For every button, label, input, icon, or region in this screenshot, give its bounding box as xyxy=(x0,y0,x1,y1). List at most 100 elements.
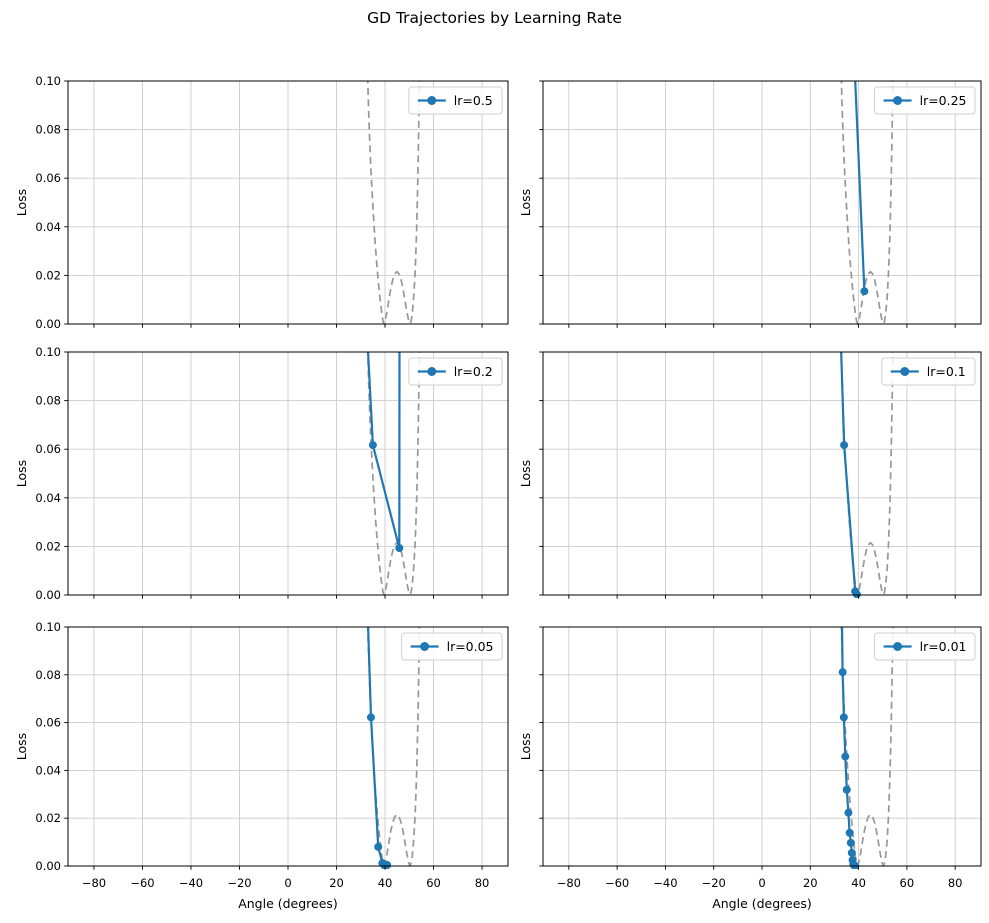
subplot-lr=0.5: 0.00 0.02 0.04 0.06 0.08 0.10 Loss lr=0.5 xyxy=(14,74,509,331)
subplot-lr=0.25: Loss lr=0.25 xyxy=(518,80,982,328)
x-tick-label: 0 xyxy=(758,876,765,890)
trajectory-point xyxy=(366,713,375,722)
legend-box xyxy=(408,357,503,386)
loss-landscape-curve xyxy=(840,352,894,597)
trajectory-point xyxy=(852,590,861,598)
y-tick-label: 0.06 xyxy=(35,442,61,456)
loss-landscape-curve xyxy=(840,81,894,326)
trajectory-point xyxy=(847,848,856,857)
y-tick-label: 0.02 xyxy=(35,811,61,825)
legend-label: lr=0.1 xyxy=(927,364,966,379)
legend-label: lr=0.01 xyxy=(920,639,967,654)
y-axis-label: Loss xyxy=(14,189,29,216)
y-tick-label: 0.00 xyxy=(35,317,61,331)
x-tick-label: −40 xyxy=(179,876,203,890)
trajectory-point xyxy=(838,668,847,677)
y-tick-label: 0.08 xyxy=(35,123,61,137)
y-tick-label: 0.10 xyxy=(35,620,61,634)
y-tick-label: 0.10 xyxy=(35,74,61,88)
legend: lr=0.01 xyxy=(874,632,976,661)
y-tick-label: 0.06 xyxy=(35,716,61,730)
y-axis-label: Loss xyxy=(14,460,29,487)
x-tick-label: 80 xyxy=(475,876,490,890)
x-tick-label: 40 xyxy=(378,876,393,890)
legend-label: lr=0.25 xyxy=(920,93,967,108)
x-tick-label: −80 xyxy=(557,876,581,890)
x-axis-label: Angle (degrees) xyxy=(238,896,338,911)
trajectory-point xyxy=(860,287,869,296)
x-tick-label: 60 xyxy=(426,876,441,890)
x-tick-label: −80 xyxy=(82,876,106,890)
y-axis-label: Loss xyxy=(518,460,533,487)
x-tick-label: −60 xyxy=(605,876,629,890)
legend-marker-sample xyxy=(420,642,430,651)
y-tick-label: 0.08 xyxy=(35,668,61,682)
subplot-lr=0.2: 0.00 0.02 0.04 0.06 0.08 0.10 Loss lr=0.2 xyxy=(14,345,509,602)
legend-label: lr=0.5 xyxy=(454,93,493,108)
loss-landscape-curve xyxy=(366,352,421,597)
x-tick-label: 20 xyxy=(329,876,344,890)
legend-marker-sample xyxy=(427,96,437,105)
legend-box xyxy=(874,86,976,115)
x-tick-label: −20 xyxy=(702,876,726,890)
y-axis-label: Loss xyxy=(518,189,533,216)
y-tick-label: 0.00 xyxy=(35,859,61,873)
legend: lr=0.5 xyxy=(408,86,503,115)
legend: lr=0.2 xyxy=(408,357,503,386)
trajectory-point xyxy=(845,828,854,837)
trajectory-point xyxy=(851,861,860,869)
y-tick-label: 0.02 xyxy=(35,539,61,553)
trajectory-line xyxy=(840,352,858,595)
legend-label: lr=0.05 xyxy=(447,639,494,654)
trajectory-point xyxy=(395,544,404,553)
y-tick-label: 0.06 xyxy=(35,171,61,185)
loss-landscape-curve xyxy=(840,627,894,868)
trajectory-line xyxy=(366,352,401,550)
legend: lr=0.1 xyxy=(881,357,976,386)
trajectory-point xyxy=(842,785,851,794)
x-tick-label: −20 xyxy=(227,876,251,890)
y-tick-label: 0.08 xyxy=(35,394,61,408)
x-tick-label: 60 xyxy=(900,876,915,890)
subplot-lr=0.1: Loss lr=0.1 xyxy=(518,351,982,599)
y-tick-label: 0.04 xyxy=(35,763,61,777)
x-axis-label: Angle (degrees) xyxy=(712,896,812,911)
trajectory-point xyxy=(844,808,853,817)
legend-marker-sample xyxy=(427,367,437,376)
figure-title: GD Trajectories by Learning Rate xyxy=(367,9,622,27)
y-tick-label: 0.00 xyxy=(35,588,61,602)
legend-label: lr=0.2 xyxy=(454,364,493,379)
legend-box xyxy=(881,357,976,386)
legend-marker-sample xyxy=(900,367,910,376)
trajectory-point xyxy=(840,441,849,450)
y-tick-label: 0.04 xyxy=(35,491,61,505)
x-tick-label: 80 xyxy=(948,876,963,890)
trajectory-point xyxy=(841,752,850,761)
y-tick-label: 0.04 xyxy=(35,220,61,234)
x-tick-label: −40 xyxy=(653,876,677,890)
y-axis-label: Loss xyxy=(518,733,533,760)
subplot-lr=0.01: −80 −60 −40 −20 0 20 40 60 80 Angle (degrees) Loss… xyxy=(518,626,982,911)
legend-box xyxy=(874,632,976,661)
x-tick-label: 20 xyxy=(803,876,818,890)
loss-landscape-curve xyxy=(366,627,421,868)
legend: lr=0.05 xyxy=(401,632,503,661)
x-tick-label: −60 xyxy=(130,876,154,890)
trajectory-point xyxy=(368,441,377,450)
y-axis-label: Loss xyxy=(14,733,29,760)
legend-marker-sample xyxy=(893,642,903,651)
legend-box xyxy=(408,86,503,115)
x-tick-label: 40 xyxy=(851,876,866,890)
y-tick-label: 0.02 xyxy=(35,268,61,282)
legend-marker-sample xyxy=(893,96,903,105)
trajectory-point xyxy=(839,713,848,722)
trajectory-line xyxy=(367,627,389,867)
loss-landscape-curve xyxy=(366,81,421,326)
trajectory-point xyxy=(374,842,383,851)
trajectory-point xyxy=(846,838,855,847)
legend-box xyxy=(401,632,503,661)
trajectory-line xyxy=(854,81,866,292)
trajectory-point xyxy=(380,861,389,869)
